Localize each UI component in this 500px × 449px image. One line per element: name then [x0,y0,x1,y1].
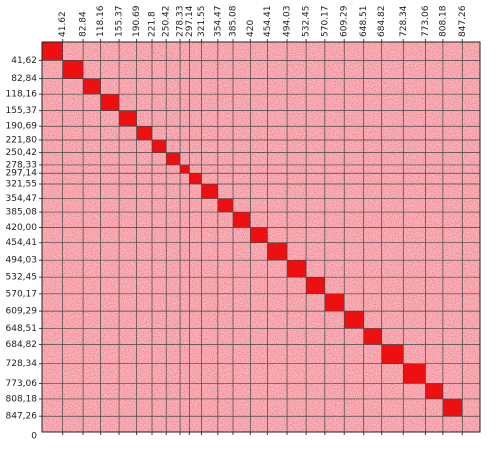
y-tick-label: 728,34 [6,359,38,369]
diagonal-block [83,78,101,95]
x-tick-label: 609.29 [340,5,350,37]
x-tick-label: 494.03 [283,6,293,38]
x-tick-label: 808.18 [438,5,448,37]
y-tick-label: 808,18 [6,394,38,404]
y-tick-label: 773,06 [6,379,38,389]
x-tick-label: 532.45 [302,6,312,38]
y-tick-label: 190,69 [6,122,38,132]
x-tick-label: 728.34 [399,5,409,37]
y-tick-label: 118,16 [6,90,38,100]
x-tick-label: 385.08 [229,5,239,37]
y-tick-label: 684,82 [6,340,38,350]
y-axis-end-label: 0 [31,432,37,442]
x-tick-label: 684.82 [377,6,387,38]
x-tick-label: 420 [246,20,256,37]
y-tick-label: 41,62 [11,56,37,66]
y-tick-label: 155,37 [6,106,38,116]
diagonal-block [403,363,426,384]
diagonal-block [201,184,218,199]
diagonal-block [306,277,325,294]
diagonal-block [62,60,84,79]
x-tick-label: 297.14 [185,5,195,37]
x-tick-label: 41.62 [58,11,68,37]
diagonal-block [42,42,63,61]
diagonal-block [217,198,234,213]
diagonal-block [425,383,443,399]
x-tick-label: 118.16 [96,5,106,37]
y-tick-label: 648,51 [6,324,38,334]
diagonal-block [233,212,251,228]
x-tick-label: 570.17 [320,6,330,38]
y-tick-label: 82,84 [11,74,37,84]
x-tick-label: 648.51 [359,6,369,38]
diagonal-block [442,398,463,417]
x-tick-label: 321.55 [197,6,207,38]
diagonal-block [166,152,181,165]
y-tick-label: 494,03 [6,256,38,266]
diagonal-block [287,260,307,278]
diagonal-block [267,242,288,261]
diagonal-block [100,94,120,111]
y-tick-label: 609,29 [6,307,38,317]
diagonal-block [324,293,345,312]
x-tick-label: 454.41 [263,6,273,38]
y-tick-label: 420,00 [6,223,38,233]
x-tick-label: 354.47 [213,6,223,38]
x-tick-label: 847.26 [458,5,468,37]
y-tick-label: 385,08 [6,208,38,218]
diagonal-block [136,126,153,140]
diagonal-block [363,328,382,345]
y-tick-label: 297,14 [6,169,38,179]
diagonal-block [250,227,268,243]
x-tick-label: 221.8 [148,11,158,37]
diagonal-block [119,110,137,127]
x-tick-label: 250.42 [162,6,172,38]
x-tick-label: 190.69 [132,5,142,37]
x-tick-label: 278.33 [176,6,186,38]
diagonal-block [344,311,364,329]
diagonal-block [381,344,404,364]
plot-frame [41,41,481,433]
diagonal-block [152,139,167,153]
diagonal-block [189,173,202,185]
y-tick-label: 847,26 [6,412,38,422]
x-tick-label: 773.06 [421,5,431,37]
y-tick-label: 278,33 [6,160,38,170]
y-tick-label: 532,45 [6,273,38,283]
x-tick-label: 82.84 [79,11,89,37]
y-tick-label: 570,17 [6,289,38,299]
x-tick-label: 155.37 [115,6,125,38]
y-tick-label: 250,42 [6,148,38,158]
y-tick-label: 354,47 [6,194,38,204]
y-tick-label: 321,55 [6,180,38,190]
y-tick-label: 454,41 [6,238,38,248]
diagonal-block [180,164,190,174]
y-tick-label: 221,80 [6,135,38,145]
